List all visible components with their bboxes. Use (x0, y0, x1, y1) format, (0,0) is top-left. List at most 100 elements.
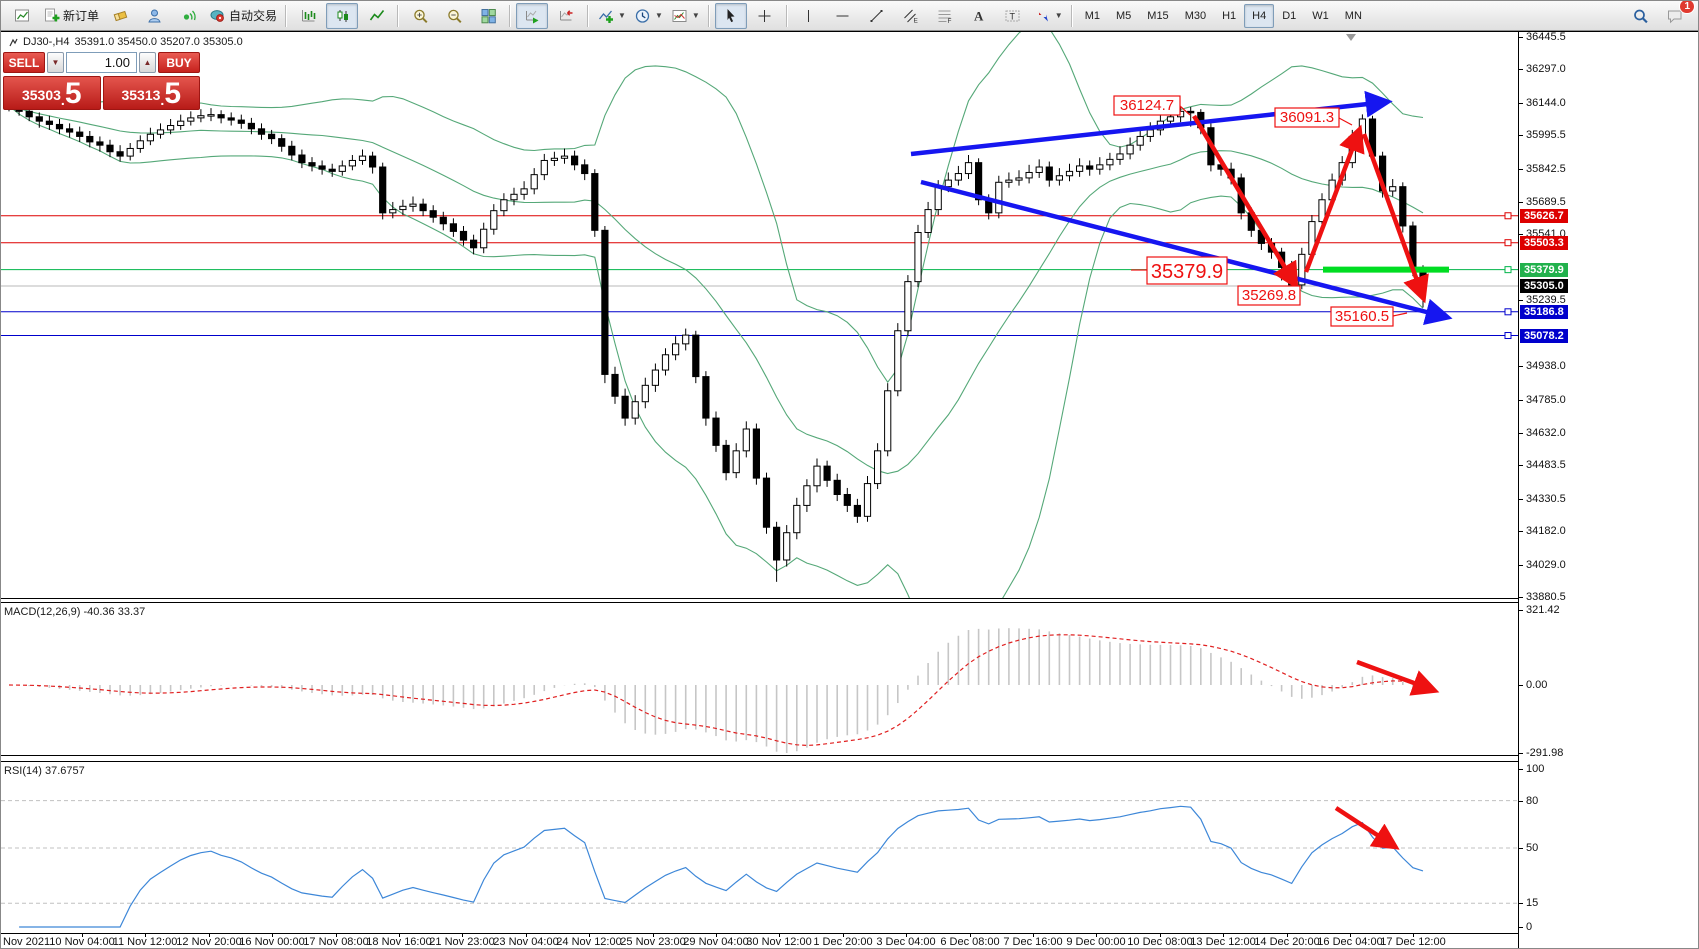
price-chip-35503.3: 35503.3 (1520, 236, 1568, 250)
red-swing-arrow-3[interactable] (1361, 133, 1429, 304)
new-order-button[interactable]: 新订单 (40, 3, 102, 29)
crosshair-button[interactable] (749, 3, 781, 29)
equidistant-channel-button[interactable]: E (895, 3, 927, 29)
auto-trading-button-label: 自动交易 (229, 9, 278, 23)
level-handle[interactable] (1504, 239, 1512, 247)
sell-price-tile[interactable]: 35303. 5 (3, 76, 101, 110)
level-handle[interactable] (1504, 266, 1512, 274)
templates-button[interactable]: ▼ (668, 3, 703, 29)
price-tick: 34330.5 (1519, 493, 1566, 505)
time-tick (336, 933, 337, 937)
chart-shift-icon (559, 9, 573, 20)
volume-input[interactable]: 1.00 (66, 52, 137, 73)
price-callout-35160.5[interactable]: 35160.5 (1330, 306, 1408, 327)
bar-chart-button[interactable] (292, 3, 324, 29)
cursor-button[interactable] (714, 2, 747, 29)
tile-windows-button[interactable] (472, 3, 504, 29)
time-label: 16 Nov 00:00 (239, 936, 305, 948)
zoom-in-button[interactable] (404, 3, 436, 29)
crosshair-icon (758, 9, 771, 22)
chart-region[interactable]: 36124.7 36091.3 35379.9 35269.8 35160.5 DJ30… (1, 31, 1698, 948)
auto-trading-icon (210, 9, 224, 22)
red-swing-arrow-1[interactable] (1192, 114, 1299, 290)
timeframe-button-m30[interactable]: M30 (1184, 9, 1207, 22)
rsi-tick: 50 (1518, 842, 1539, 854)
eraser-icon (113, 10, 127, 21)
blue-trendline-2[interactable] (920, 179, 1453, 326)
line-chart-button[interactable] (360, 3, 392, 29)
indicators-button[interactable]: ▼ (594, 3, 629, 29)
time-axis[interactable]: Nov 2021 10 Nov 04:00 11 Nov 12:00 12 Nov 2… (1, 933, 1518, 948)
auto-trading-button[interactable]: 自动交易 (206, 3, 280, 29)
buy-price-tile[interactable]: 35313. 5 (102, 76, 200, 110)
time-label: Nov 2021 (3, 936, 51, 948)
red-swing-arrow-2[interactable] (1303, 124, 1365, 273)
price-callout-35269.8[interactable]: 35269.8 (1237, 285, 1301, 306)
fibonacci-button[interactable]: F (929, 3, 961, 29)
level-handle[interactable] (1504, 212, 1512, 220)
expert-advisors-button[interactable] (138, 3, 170, 29)
price-tick: 33880.5 (1519, 591, 1566, 603)
level-handle[interactable] (1504, 332, 1512, 340)
horizontal-line-button[interactable] (827, 3, 859, 29)
new-chart-button[interactable] (6, 3, 38, 29)
rsi-indicator-panel[interactable] (1, 762, 1518, 933)
bollinger-middle (8, 105, 1424, 475)
search-button[interactable] (1624, 3, 1656, 29)
auto-scroll-button[interactable] (516, 2, 549, 29)
time-tick (1413, 933, 1414, 937)
timeframe-button-h4[interactable]: H4 (1244, 3, 1275, 28)
buy-price-base: 35313 (121, 87, 161, 103)
buy-button[interactable]: BUY (158, 52, 200, 73)
rsi-red-arrow[interactable] (1334, 806, 1400, 850)
time-label: 24 Nov 12:00 (556, 936, 622, 948)
timeframe-button-h1[interactable]: H1 (1222, 9, 1237, 22)
price-tick: 34785.0 (1519, 394, 1566, 406)
price-callout-36124.7[interactable]: 36124.7 (1113, 95, 1191, 116)
sell-price-base: 35303 (21, 87, 61, 103)
time-label: 10 Dec 08:00 (1127, 936, 1193, 948)
signals-button[interactable] (172, 3, 204, 29)
vertical-line-button[interactable] (793, 3, 825, 29)
timeframe-button-m1[interactable]: M1 (1084, 9, 1100, 22)
timeframe-button-m5[interactable]: M5 (1116, 9, 1132, 22)
timeframe-button-d1[interactable]: D1 (1282, 9, 1297, 22)
arrows-icon (1036, 10, 1048, 21)
candlestick-chart-button[interactable] (326, 2, 359, 29)
rsi-separator[interactable] (1, 755, 1518, 762)
sell-button[interactable]: SELL (3, 52, 45, 73)
price-axis[interactable]: 36445.5 36297.0 36144.0 35995.5 35842.5 35689… (1518, 31, 1698, 948)
sell-price-point: . (60, 92, 65, 108)
zoom-out-button[interactable] (438, 3, 470, 29)
price-callout-36091.3[interactable]: 36091.3 (1274, 107, 1353, 128)
volume-decrease-button[interactable]: ▼ (47, 52, 64, 73)
chart-shift-button[interactable] (550, 3, 582, 29)
vline-icon (808, 9, 810, 22)
timeframe-button-w1[interactable]: W1 (1312, 9, 1329, 22)
trendline-button[interactable] (861, 3, 893, 29)
price-axis-line (1518, 32, 1519, 948)
volume-increase-button[interactable]: ▲ (139, 52, 156, 73)
svg-text:35160.5: 35160.5 (1335, 308, 1389, 325)
toolbar-separator (785, 4, 788, 27)
arrows-button[interactable]: ▼ (1031, 3, 1066, 29)
time-tick (82, 933, 83, 937)
macd-indicator-panel[interactable] (1, 603, 1518, 755)
text-label-button[interactable]: T (997, 3, 1029, 29)
level-handle[interactable] (1504, 308, 1512, 316)
rsi-tick: 15 (1518, 897, 1539, 909)
macd-histogram (18, 628, 1424, 753)
notifications-button[interactable]: 1 (1658, 1, 1695, 29)
macd-separator[interactable] (1, 598, 1518, 603)
macd-red-arrow[interactable] (1356, 659, 1440, 696)
timeframe-button-mn[interactable]: MN (1344, 9, 1362, 22)
periods-button[interactable]: ▼ (631, 3, 666, 29)
zoom-in-icon (413, 9, 428, 23)
toolbar-separator (285, 4, 288, 27)
main-price-chart[interactable]: 36124.7 36091.3 35379.9 35269.8 35160.5 (1, 32, 1518, 598)
text-button[interactable]: A (963, 3, 995, 29)
svg-text:T: T (1010, 11, 1016, 21)
price-callout-35379.9[interactable]: 35379.9 (1131, 256, 1228, 285)
timeframe-button-m15[interactable]: M15 (1147, 9, 1169, 22)
eraser-button[interactable] (104, 3, 136, 29)
